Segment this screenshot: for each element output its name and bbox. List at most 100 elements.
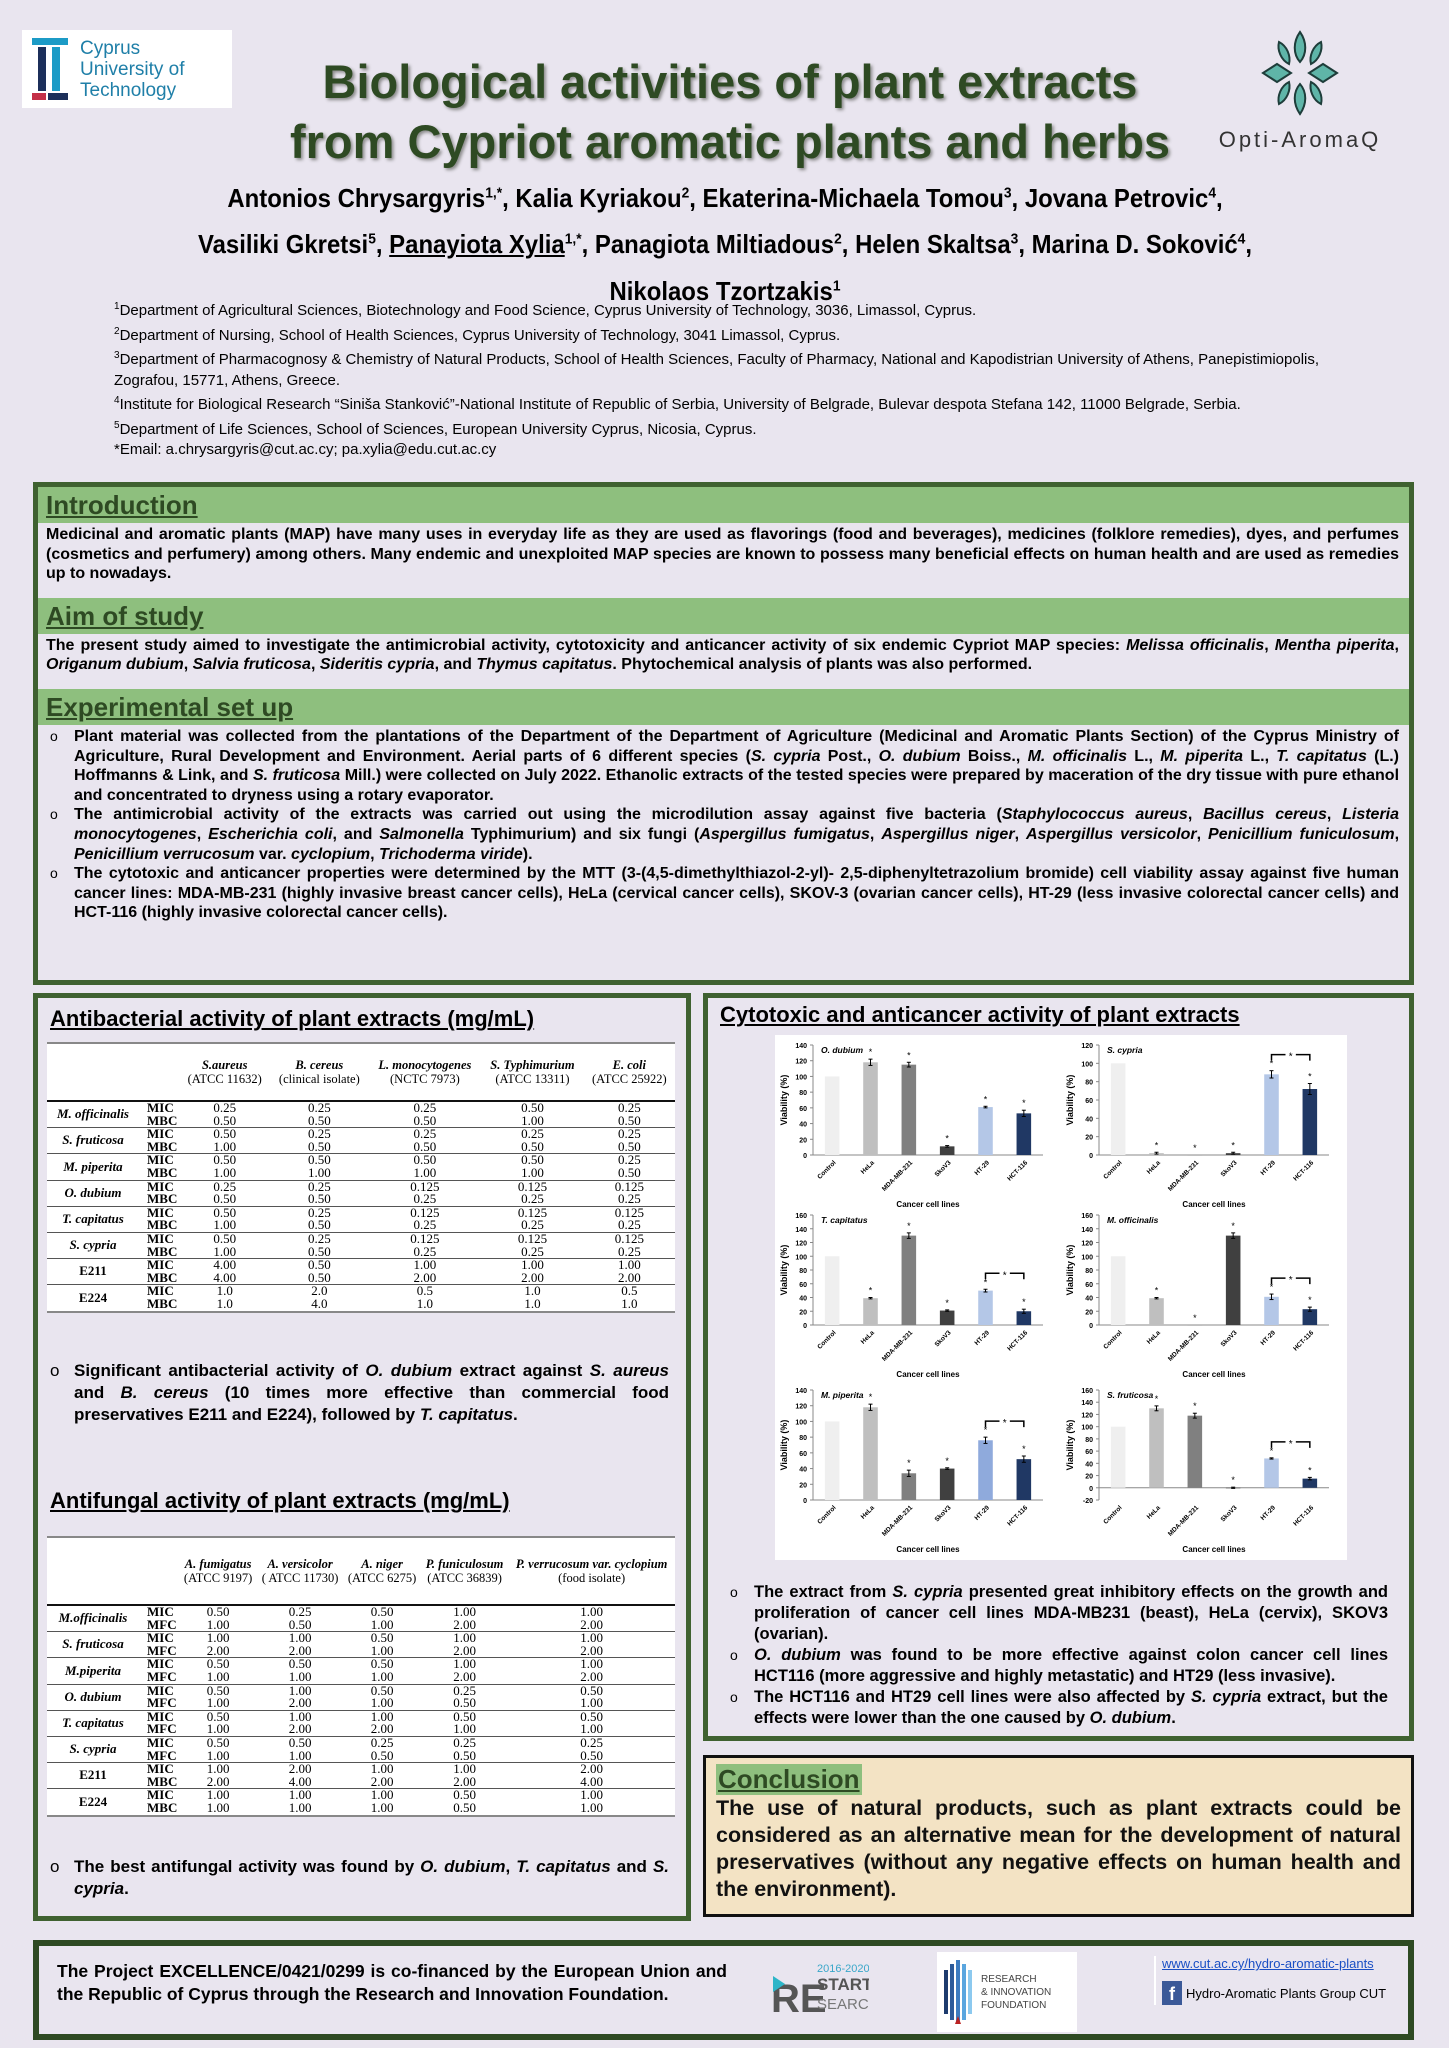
value-cell: 2.00 — [580, 1616, 604, 1632]
text-run: , — [1326, 806, 1343, 824]
y-axis-label: Viability (%) — [779, 1420, 789, 1471]
intro-panel: Introduction Medicinal and aromatic plan… — [33, 482, 1414, 985]
y-tick-label: 20 — [799, 1137, 807, 1144]
species-group: M.officinalis MIC 0.50 0.25 0.50 1.00 1.00 MFC 1… — [47, 1605, 675, 1632]
table-row: MBC 1.00 0.50 0.25 0.25 0.25 — [47, 1243, 675, 1259]
x-tick-label: HT-29 — [973, 1504, 991, 1522]
italic-term: Sideritis cypria — [319, 656, 435, 674]
y-tick-label: 120 — [1081, 1412, 1093, 1419]
bar — [939, 1310, 955, 1325]
y-tick-label: 0 — [1089, 1486, 1093, 1493]
bar — [824, 1256, 840, 1325]
value-cell: 0.50 — [370, 1682, 394, 1698]
x-tick-label: Control — [816, 1504, 837, 1525]
column-header: B. cereus (clinical isolate) — [278, 1058, 360, 1086]
text-run: , and — [332, 825, 380, 843]
bar — [1187, 1415, 1203, 1488]
bar — [978, 1107, 993, 1155]
italic-term: Aspergillus fumigatus — [699, 825, 870, 843]
measure-cell: MFC — [147, 1721, 177, 1737]
value-cell: 2.00 — [413, 1269, 437, 1285]
value-cell: 0.25 — [617, 1126, 641, 1142]
bar-chart: 0 20 40 60 80 100 120 140 160 Viability (%) M. off… — [1065, 1213, 1329, 1379]
bar — [901, 1473, 917, 1500]
value-cell: 1.0 — [216, 1295, 233, 1311]
author: Antonios Chrysargyris1,*, — [227, 182, 516, 213]
x-tick-label: SkoV3 — [934, 1504, 953, 1523]
value-cell: 0.50 — [370, 1630, 394, 1646]
affiliation: 2Department of Nursing, School of Health… — [114, 325, 841, 344]
value-cell: 1.00 — [370, 1616, 394, 1632]
bar — [901, 1064, 917, 1155]
value-cell: 0.25 — [521, 1243, 544, 1259]
significance-star: * — [945, 1134, 949, 1144]
x-tick-label: MDA-MB-231 — [881, 1329, 915, 1363]
x-tick-label: SkoV3 — [934, 1159, 953, 1178]
y-tick-label: 80 — [1085, 1437, 1093, 1444]
measure-cell: MIC — [147, 1204, 174, 1220]
value-cell: 0.25 — [413, 1100, 437, 1115]
bar — [863, 1407, 878, 1500]
facebook-icon: f — [1162, 1981, 1182, 2005]
italic-term: Thymus capitatus — [476, 656, 613, 674]
significance-star: * — [984, 1277, 988, 1287]
value-cell: 1.0 — [524, 1283, 541, 1299]
measure-cell: MIC — [147, 1257, 174, 1273]
table-header-row: A. fumigatus (ATCC 9197) A. versicolor( AT… — [47, 1537, 675, 1605]
project-website-link[interactable]: www.cut.ac.cy/hydro-aromatic-plants — [1162, 1956, 1374, 1971]
x-axis-label: Cancer cell lines — [896, 1370, 960, 1379]
value-cell: 0.50 — [307, 1217, 331, 1233]
antibacterial-note-text: Significant antibacterial activity of O.… — [74, 1361, 669, 1424]
introduction-heading: Introduction — [38, 487, 1409, 523]
y-tick-label: 120 — [1081, 1241, 1093, 1248]
bar — [1225, 1235, 1241, 1325]
value-cell: 0.50 — [206, 1604, 230, 1619]
measure-cell: MBC — [147, 1191, 178, 1207]
significance-star: * — [1003, 1418, 1007, 1429]
value-cell: 0.50 — [288, 1656, 312, 1672]
affiliation: 4Institute for Biological Research “Sini… — [114, 395, 1241, 413]
value-cell: 0.50 — [521, 1152, 544, 1168]
value-cell: 0.50 — [617, 1138, 641, 1154]
value-cell: 1.0 — [416, 1295, 434, 1311]
value-cell: 2.00 — [580, 1668, 604, 1684]
value-cell: 1.00 — [521, 1257, 544, 1273]
table-row: MBC 1.00 1.00 1.00 1.00 0.50 — [47, 1166, 675, 1180]
x-tick-label: HCT-116 — [1292, 1504, 1315, 1527]
bar-chart: 0 20 40 60 80 100 120 140 Viability (%) M. piperi… — [779, 1388, 1043, 1554]
bar — [939, 1146, 955, 1155]
y-tick-label: 40 — [1085, 1296, 1093, 1303]
facebook-link[interactable]: f Hydro-Aromatic Plants Group CUT — [1162, 1981, 1404, 2005]
antibacterial-note: o Significant antibacterial activity of … — [44, 1360, 669, 1426]
significance-star: * — [1231, 1221, 1235, 1231]
text-run: (10 times more effective than commercial… — [74, 1383, 670, 1424]
significance-star: * — [1270, 1282, 1274, 1292]
species-cell: M.piperita — [65, 1662, 121, 1678]
significance-star: * — [869, 1392, 873, 1402]
value-cell: 2.00 — [370, 1773, 394, 1789]
author: Helen Skaltsa3, — [855, 229, 1032, 260]
value-cell: 1.00 — [370, 1695, 394, 1711]
value-cell: 0.50 — [213, 1204, 237, 1220]
bar — [978, 1440, 993, 1500]
measure-cell: MIC — [147, 1230, 174, 1246]
measure-cell: MBC — [147, 1773, 178, 1789]
x-tick-label: HT-29 — [1259, 1504, 1277, 1522]
italic-term: S. cypria — [74, 1857, 670, 1898]
x-tick-label: HeLa — [860, 1159, 876, 1175]
y-tick-label: -20 — [1083, 1498, 1093, 1505]
italic-term: Melissa officinalis — [1126, 636, 1265, 654]
value-cell: 2.00 — [288, 1721, 312, 1737]
y-tick-label: 140 — [795, 1388, 807, 1395]
value-cell: 0.25 — [617, 1152, 641, 1168]
text-run: , — [1264, 636, 1275, 654]
value-cell: 0.25 — [521, 1217, 544, 1233]
y-tick-label: 0 — [1089, 1153, 1093, 1160]
bar — [1302, 1309, 1318, 1325]
author-list: Antonios Chrysargyris1,*, Kalia Kyriakou… — [196, 172, 1254, 312]
species-cell: E211 — [79, 1263, 107, 1279]
facebook-page-name: Hydro-Aromatic Plants Group CUT — [1186, 1985, 1387, 2001]
significance-star: * — [869, 1047, 873, 1057]
significance-star: * — [1155, 1286, 1159, 1296]
x-axis-label: Cancer cell lines — [1182, 1545, 1246, 1554]
